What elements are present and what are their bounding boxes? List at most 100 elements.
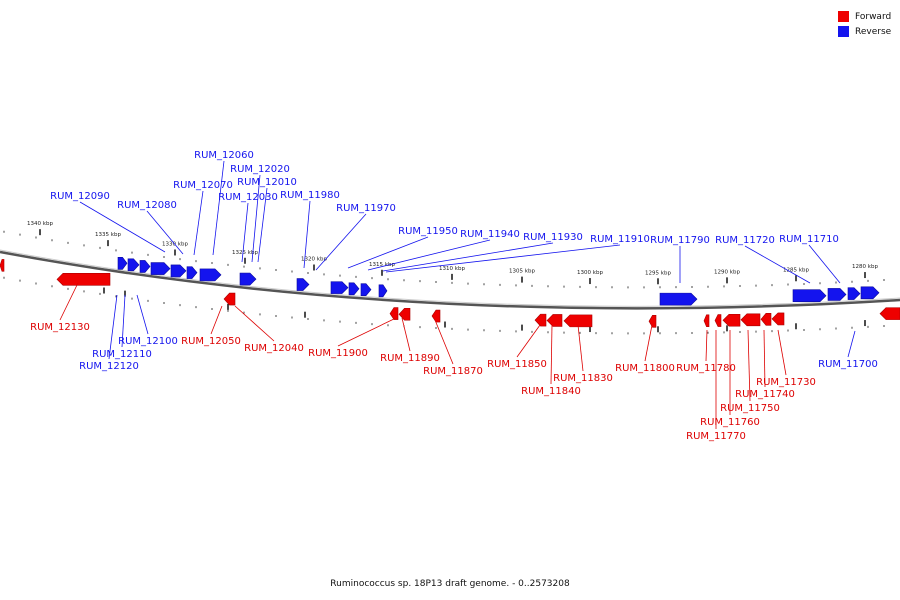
reverse-gene-arrow (378, 284, 388, 298)
gene-label-reverse: RUM_11700 (818, 359, 878, 370)
gene-label-reverse: RUM_11980 (280, 190, 340, 201)
leader-line (257, 187, 268, 263)
forward-gene-arrow (740, 313, 761, 327)
forward-gene-arrow (223, 292, 236, 306)
reverse-gene-arrow (296, 278, 310, 291)
forward-gene-arrow (534, 313, 547, 327)
tick-label: 1340 kbp (27, 221, 53, 227)
leader-line (337, 317, 397, 347)
leader-line (705, 329, 708, 362)
gene-label-forward: RUM_11830 (553, 373, 613, 384)
gene-label-reverse: RUM_12030 (218, 192, 278, 203)
leader-line (241, 202, 249, 263)
legend-forward-label: Forward (855, 11, 892, 22)
gene-label-reverse: RUM_12120 (79, 361, 139, 372)
gene-label-forward: RUM_11780 (676, 363, 736, 374)
leader-line (847, 330, 856, 358)
forward-gene-arrow (760, 313, 772, 326)
leader-line (516, 324, 541, 358)
forward-swatch (838, 11, 849, 22)
reverse-gene-arrow (860, 286, 880, 300)
reverse-gene-arrow (847, 287, 861, 300)
forward-gene-arrow (546, 314, 563, 327)
leader-line (210, 305, 223, 335)
leader-line (747, 329, 751, 402)
gene-label-reverse: RUM_11950 (398, 226, 458, 237)
gene-label-reverse: RUM_11970 (336, 203, 396, 214)
reverse-gene-arrow (827, 288, 847, 301)
gene-label-forward: RUM_12130 (30, 322, 90, 333)
tick-label: 1290 kbp (714, 269, 740, 275)
legend-reverse: Reverse (838, 24, 891, 39)
leader-line (577, 324, 584, 372)
reverse-gene-arrow (150, 262, 171, 275)
forward-gene-arrow (648, 315, 657, 328)
legend: Forward Reverse (838, 9, 891, 39)
leader-line (108, 294, 118, 360)
forward-gene-arrow (389, 307, 399, 320)
leader-line (434, 319, 454, 365)
leader-line (59, 282, 79, 321)
leader-line (347, 236, 429, 269)
caption: Ruminococcus sp. 18P13 draft genome. - 0… (330, 579, 570, 589)
gene-label-forward: RUM_11750 (720, 403, 780, 414)
gene-label-reverse: RUM_12010 (237, 177, 297, 188)
gene-label-reverse: RUM_12020 (230, 164, 290, 175)
legend-forward: Forward (838, 9, 891, 24)
gene-label-reverse: RUM_12100 (118, 336, 178, 347)
gene-label-forward: RUM_12050 (181, 336, 241, 347)
gene-label-reverse: RUM_12070 (173, 180, 233, 191)
reverse-gene-arrow (199, 268, 222, 282)
forward-gene-arrow (879, 307, 900, 320)
feature-group (0, 256, 900, 328)
leader-line (146, 210, 184, 255)
leader-line (808, 244, 841, 284)
genome-backbone (0, 250, 900, 310)
gene-label-forward: RUM_11760 (700, 417, 760, 428)
leader-line (744, 245, 811, 284)
gene-label-reverse: RUM_11940 (460, 229, 520, 240)
leader-line (251, 174, 261, 263)
tick-label: 1285 kbp (783, 267, 809, 273)
forward-gene-arrow (56, 273, 111, 286)
reverse-gene-arrow (360, 283, 372, 296)
gene-label-reverse: RUM_11910 (590, 234, 650, 245)
gene-label-forward: RUM_11770 (686, 431, 746, 442)
forward-gene-arrow (398, 307, 411, 321)
leader-line (385, 244, 621, 273)
callout-group: RUM_12060RUM_12020RUM_12010RUM_12070RUM_… (30, 150, 878, 442)
reverse-gene-arrow (330, 281, 349, 294)
leader-line (212, 160, 225, 256)
gene-label-forward: RUM_12040 (244, 343, 304, 354)
leader-line (367, 239, 491, 271)
tick-label: 1325 kbp (232, 250, 258, 256)
leader-line (121, 294, 126, 348)
leader-line (193, 190, 204, 256)
gene-label-reverse: RUM_11930 (523, 232, 583, 243)
reverse-swatch (838, 26, 849, 37)
tick-label: 1315 kbp (369, 262, 395, 268)
forward-gene-arrow (431, 309, 441, 323)
tick-label: 1335 kbp (95, 232, 121, 238)
gene-label-reverse: RUM_11790 (650, 235, 710, 246)
gene-label-forward: RUM_11900 (308, 348, 368, 359)
gene-label-forward: RUM_11740 (735, 389, 795, 400)
tick-label: 1310 kbp (439, 266, 465, 272)
tick-label: 1300 kbp (577, 270, 603, 276)
leader-line (644, 324, 653, 362)
leader-line (79, 201, 166, 253)
reverse-gene-arrow (659, 292, 698, 306)
gene-label-reverse: RUM_11720 (715, 235, 775, 246)
tick-label: 1305 kbp (509, 269, 535, 275)
gene-label-reverse: RUM_12090 (50, 191, 110, 202)
tick-label: 1295 kbp (645, 270, 671, 276)
leader-line (550, 324, 553, 385)
gene-label-forward: RUM_11850 (487, 359, 547, 370)
gene-label-forward: RUM_11870 (423, 366, 483, 377)
forward-gene-arrow (703, 314, 710, 328)
gene-label-reverse: RUM_12060 (194, 150, 254, 161)
leader-line (777, 329, 787, 376)
reverse-gene-arrow (348, 282, 360, 296)
genome-backbone-highlight (0, 249, 900, 307)
